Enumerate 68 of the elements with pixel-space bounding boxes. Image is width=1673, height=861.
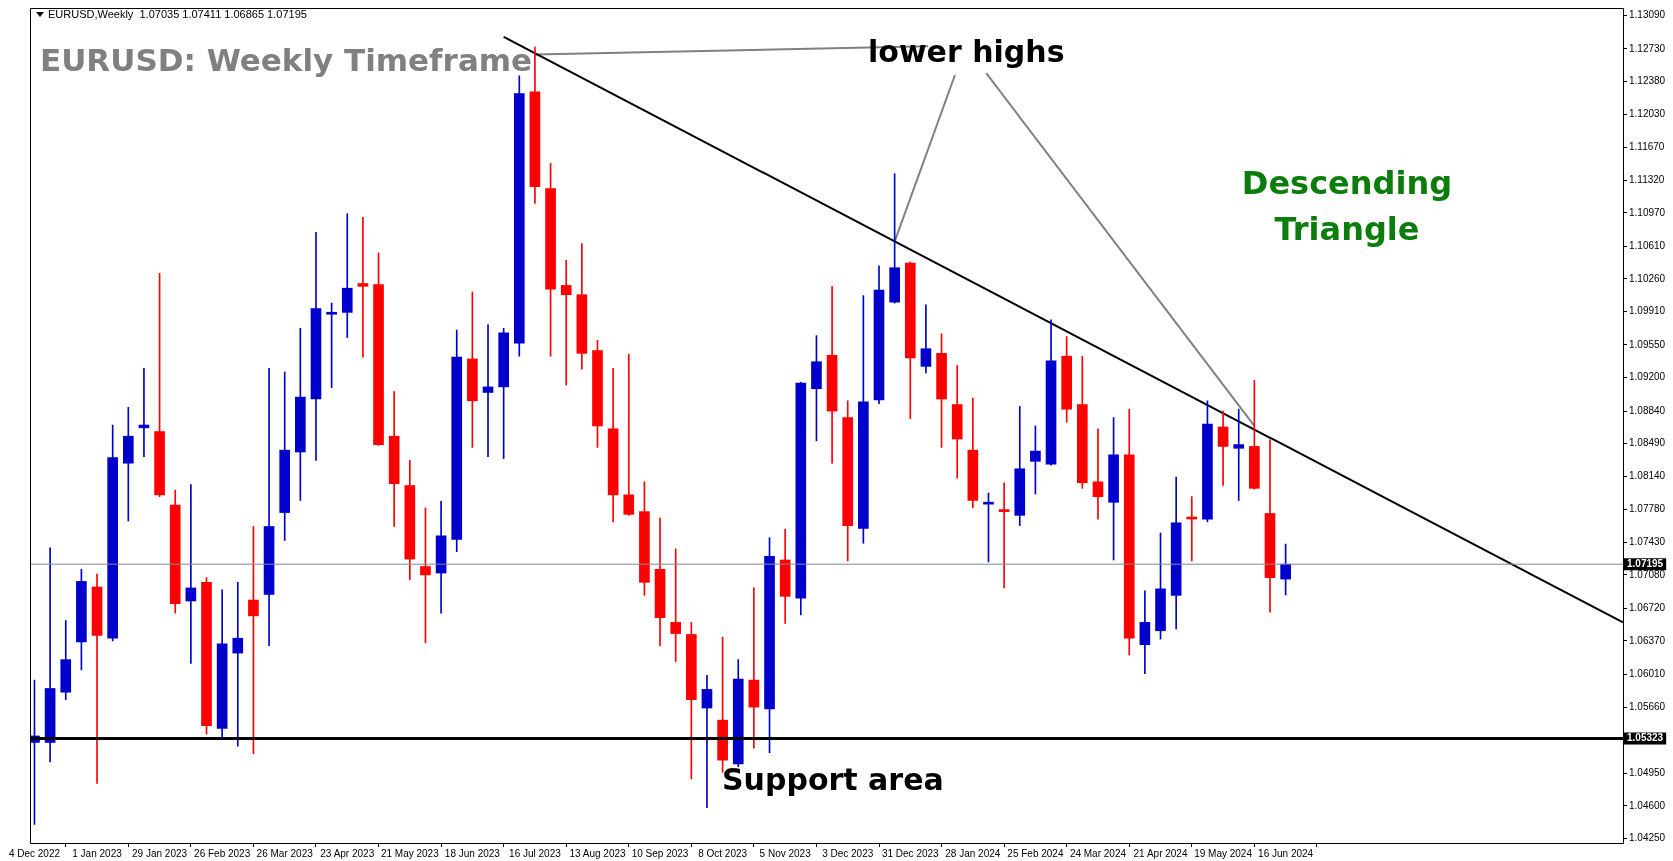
y-tick-label: 1.08140 [1629, 469, 1666, 481]
annotation: lower highs [868, 34, 1065, 69]
y-tick-label: 1.09550 [1629, 338, 1666, 350]
x-tick-label: 24 Mar 2024 [1069, 847, 1127, 859]
x-tick-label: 19 May 2024 [1194, 847, 1253, 859]
y-tick-label: 1.04950 [1629, 766, 1666, 778]
candlestick [263, 367, 275, 646]
candlestick [1233, 408, 1245, 501]
y-tick-label: 1.06720 [1629, 602, 1666, 614]
y-tick-label: 1.04600 [1629, 799, 1666, 811]
text: EURUSD: Weekly Timeframe [40, 42, 533, 78]
candlestick [560, 259, 572, 386]
x-tick-label: 13 Aug 2023 [569, 847, 627, 859]
candlestick [998, 482, 1010, 589]
y-tick-label: 1.06010 [1629, 668, 1666, 680]
candlestick [748, 587, 760, 749]
x-tick-label: 18 Jun 2023 [444, 847, 501, 859]
x-tick-label: 26 Mar 2023 [256, 847, 314, 859]
y-tick-label: 1.05660 [1629, 700, 1666, 712]
x-tick-label: 8 Oct 2023 [698, 847, 748, 859]
x-tick-label: 21 Apr 2024 [1133, 847, 1188, 859]
y-tick-label: 1.12730 [1629, 42, 1666, 54]
candlestick [1092, 428, 1104, 520]
x-tick-label: 21 May 2023 [380, 847, 440, 859]
x-tick-label: 26 Feb 2023 [194, 847, 251, 859]
candlestick [91, 573, 103, 784]
x-tick-label: 16 Jun 2024 [1258, 847, 1314, 859]
y-tick-label: 1.07430 [1629, 536, 1666, 548]
x-tick-label: 29 Jan 2023 [132, 847, 188, 859]
y-tick-label: 1.09200 [1629, 371, 1666, 383]
x-tick-label: 4 Dec 2022 [8, 847, 61, 859]
candlestick [122, 407, 134, 522]
x-tick-label: 1 Jan 2023 [72, 847, 123, 859]
y-tick-label: 1.10260 [1629, 272, 1666, 284]
x-tick-label: 31 Dec 2023 [881, 847, 940, 859]
candlestick [232, 582, 244, 747]
y-tick-label: 1.12030 [1629, 107, 1666, 119]
y-tick-label: 1.11670 [1629, 141, 1665, 153]
chart-subtitle: EURUSD,Weekly 1.07035 1.07411 1.06865 1.07195 [48, 8, 307, 20]
candlestick [341, 213, 353, 338]
y-tick-label: 1.11320 [1629, 173, 1665, 185]
y-tick-label: 1.08490 [1629, 437, 1666, 449]
y-tick-label: 1.10610 [1629, 240, 1666, 252]
y-tick-label: 1.13090 [1629, 9, 1666, 21]
y-tick-label: 1.12380 [1629, 75, 1666, 87]
x-tick-label: 25 Feb 2024 [1007, 847, 1064, 859]
ref-line-label: 1.07195 [1627, 557, 1664, 569]
candlestick [670, 548, 682, 662]
x-tick-label: 23 Apr 2023 [320, 847, 375, 859]
annotation: Support area [722, 762, 944, 797]
y-tick-label: 1.08840 [1629, 404, 1666, 416]
x-tick-label: 16 Jul 2023 [509, 847, 562, 859]
y-tick-label: 1.07780 [1629, 503, 1666, 515]
x-tick-label: 10 Sep 2023 [631, 847, 689, 859]
candlestick [623, 353, 635, 516]
y-tick-label: 1.10970 [1629, 206, 1666, 218]
candlestick [482, 324, 494, 458]
ref-line-label: 1.05323 [1627, 732, 1664, 744]
candlestick [357, 217, 369, 358]
x-tick-label: 3 Dec 2023 [822, 847, 874, 859]
x-tick-label: 28 Jan 2024 [945, 847, 1001, 859]
y-tick-label: 1.07080 [1629, 568, 1666, 580]
y-tick-label: 1.04250 [1629, 832, 1666, 844]
candlestick [701, 675, 713, 808]
y-tick-label: 1.06370 [1629, 634, 1666, 646]
x-tick-label: 5 Nov 2023 [759, 847, 812, 859]
annotation: Descending Triangle [1240, 163, 1454, 251]
y-tick-label: 1.09910 [1629, 305, 1666, 317]
